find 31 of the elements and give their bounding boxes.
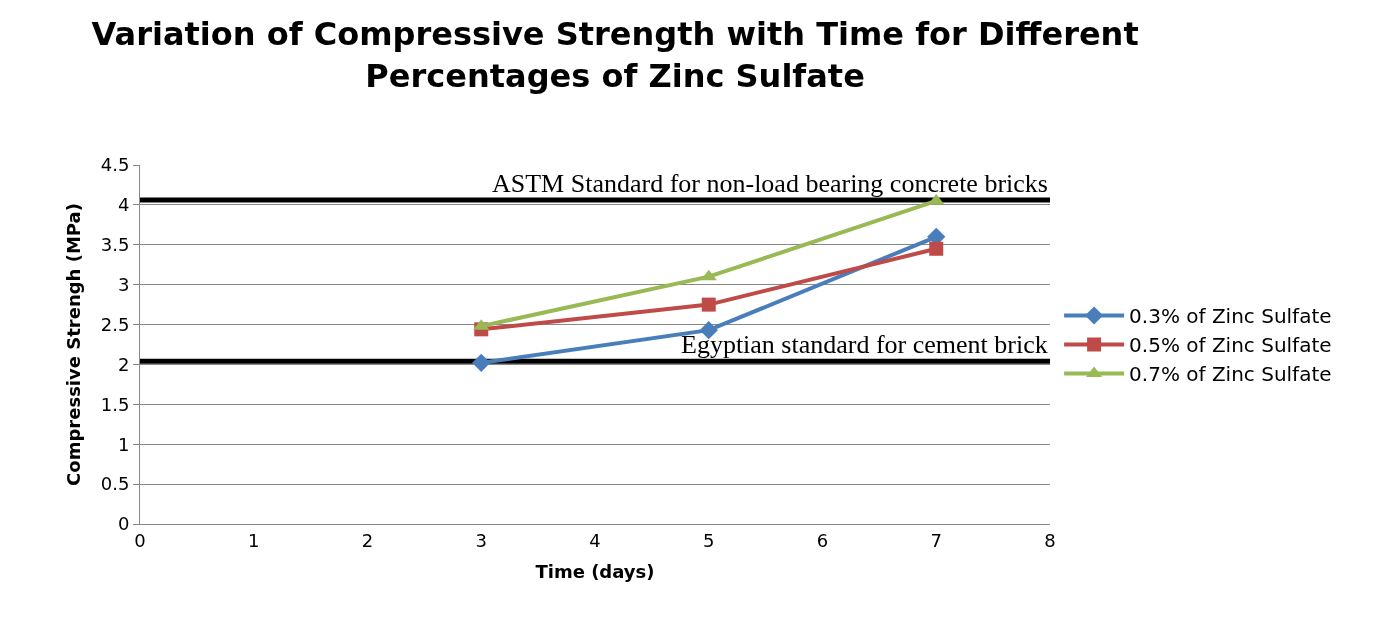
x-tick-label: 8 (1044, 529, 1056, 551)
y-tick-label: 4 (117, 194, 130, 216)
y-tick-label: 0.5 (100, 473, 130, 495)
ref-line-label: ASTM Standard for non-load bearing concrete bricks (492, 169, 1048, 198)
y-tick-label: 3 (117, 273, 130, 295)
legend-label: 0.7% of Zinc Sulfate (1129, 362, 1332, 387)
x-tick-label: 4 (589, 529, 601, 551)
y-tick-label: 1 (117, 433, 130, 455)
y-tick-label: 4.5 (100, 154, 130, 176)
chart-title: Variation of Compressive Strength with Time for Different Percentages of Zinc Sulfate (91, 15, 1139, 95)
point (472, 353, 491, 372)
x-tick-label: 6 (816, 529, 829, 551)
y-tick-label: 3.5 (100, 234, 130, 256)
y-tick-label: 0 (117, 513, 130, 535)
y-tick-label: 1.5 (100, 393, 130, 415)
x-axis-title: Time (days) (535, 560, 655, 582)
point (929, 241, 944, 256)
y-axis-title: Compressive Strengh (MPa) (62, 203, 84, 486)
y-tick-label: 2.5 (100, 313, 130, 335)
legend-label: 0.3% of Zinc Sulfate (1129, 304, 1332, 329)
x-tick-label: 0 (134, 529, 146, 551)
x-tick-label: 1 (248, 529, 260, 551)
x-tick-label: 7 (930, 529, 942, 551)
legend-label: 0.5% of Zinc Sulfate (1129, 333, 1332, 358)
x-tick-label: 3 (475, 529, 487, 551)
ref-line-label: Egyptian standard for cement brick (681, 330, 1048, 359)
point (701, 297, 716, 312)
x-tick-label: 2 (361, 529, 374, 551)
x-tick-label: 5 (703, 529, 715, 551)
y-tick-label: 2 (117, 353, 130, 375)
point (700, 269, 717, 281)
